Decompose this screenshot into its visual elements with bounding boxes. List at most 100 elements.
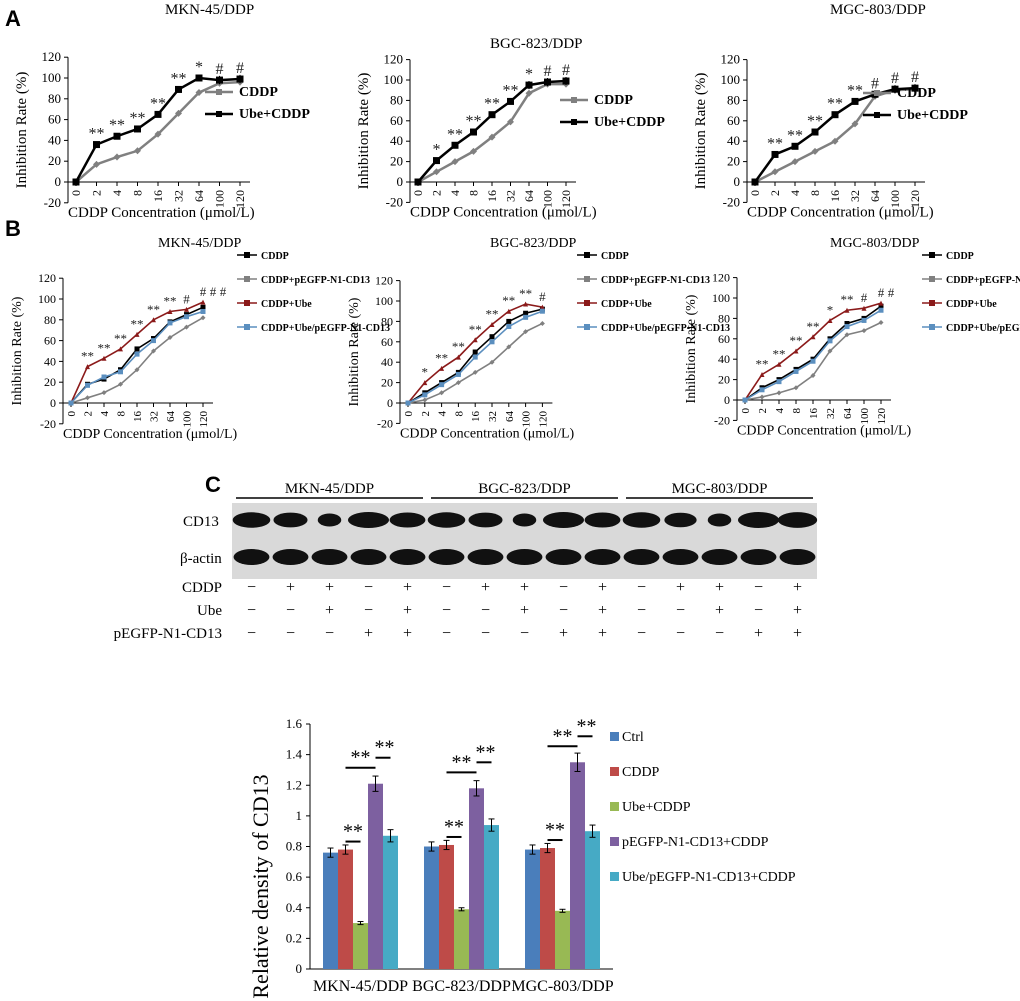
data-point (167, 308, 173, 314)
actin-band (350, 549, 387, 565)
data-point (470, 128, 477, 136)
condition-sign: − (442, 602, 451, 619)
x-tick-label: 8 (131, 190, 145, 196)
legend-marker (929, 252, 935, 258)
data-point (175, 109, 182, 117)
condition-sign: − (559, 602, 568, 619)
data-point (851, 120, 859, 128)
blot-row-label: CD13 (183, 514, 219, 530)
data-point (810, 373, 816, 379)
significance-mark: ** (767, 135, 783, 152)
x-tick-label: 120 (537, 411, 549, 428)
y-tick-label: 0 (50, 396, 56, 410)
data-point (414, 178, 422, 186)
legend-label: CDDP+Ube/pEGFP-N1-CD13 (601, 323, 730, 334)
y-tick-label: 100 (721, 72, 741, 87)
condition-sign: + (364, 625, 373, 642)
bar-legend-swatch (610, 872, 619, 881)
data-point (439, 382, 445, 388)
y-tick-label: 120 (721, 52, 741, 67)
x-tick-label: 4 (99, 411, 111, 417)
data-point (506, 344, 512, 350)
data-point (472, 349, 478, 355)
cd13-band (622, 512, 661, 528)
y-tick-label: 40 (381, 355, 393, 369)
legend-label: CDDP (239, 85, 278, 100)
condition-sign: + (481, 579, 490, 596)
y-tick-label: 120 (712, 271, 730, 285)
significance-mark: ** (773, 346, 786, 361)
data-point (851, 97, 859, 105)
condition-sign: + (598, 579, 607, 596)
data-point (451, 141, 459, 149)
x-tick-label: 2 (83, 411, 95, 417)
significance-mark: # (911, 69, 919, 86)
significance-mark: # (544, 63, 552, 80)
data-point (489, 339, 495, 345)
y-tick-label: 0 (387, 396, 393, 410)
panel-label-b: B (5, 216, 21, 241)
condition-sign: − (559, 579, 568, 596)
x-tick-label: 120 (198, 411, 210, 428)
actin-band (779, 549, 816, 565)
x-tick-label: 64 (522, 190, 536, 202)
data-point (810, 334, 816, 340)
y-tick-label: 60 (718, 332, 730, 346)
cd13-band (317, 513, 342, 527)
condition-sign: − (442, 579, 451, 596)
legend: CDDP Ube+CDDP (863, 86, 968, 123)
actin-band (467, 549, 504, 565)
data-point (523, 314, 529, 320)
legend-marker (929, 324, 935, 330)
x-tick-label: 4 (448, 190, 462, 196)
x-tick-label: 100 (888, 190, 902, 208)
significance-mark: # (220, 284, 227, 299)
data-point (439, 390, 445, 396)
data-point (184, 324, 189, 330)
data-point (844, 321, 850, 326)
data-point (422, 397, 428, 403)
significance-mark: ** (847, 82, 863, 99)
legend-label: CDDP+pEGFP-N1-CD13 (946, 275, 1020, 286)
y-tick-label: 80 (727, 92, 740, 107)
data-point (811, 147, 819, 155)
data-point (154, 130, 162, 138)
significance-mark: ** (109, 117, 125, 134)
y-tick-label: 100 (384, 72, 404, 87)
y-tick-label: 0 (55, 174, 62, 189)
cd13-band (664, 512, 697, 528)
actin-band (584, 549, 621, 565)
sig-mark: ** (351, 747, 371, 769)
actin-band (623, 549, 660, 565)
data-point (488, 133, 496, 141)
legend: CDDP CDDP+pEGFP-N1-CD13 CDDP+Ube CDDP+Ube/p… (577, 251, 730, 334)
y-tick-label: 80 (48, 91, 61, 106)
y-tick-label: 60 (48, 112, 61, 127)
panel-label-c: C (205, 472, 221, 497)
cd13-band (427, 512, 466, 528)
y-tick-label: 60 (727, 113, 740, 128)
y-tick-label: -20 (44, 195, 61, 210)
y-axis-label: Inhibition Rate (%) (684, 294, 699, 403)
x-tick-label: 4 (437, 411, 449, 417)
condition-sign: − (247, 625, 256, 642)
data-point (470, 147, 477, 155)
sig-mark: ** (553, 725, 573, 747)
x-tick-label: 120 (908, 190, 922, 208)
x-axis-label: CDDP Concentration (μmol/L) (400, 426, 575, 441)
x-axis-label: CDDP Concentration (μmol/L) (747, 204, 934, 220)
bar (484, 825, 499, 969)
significance-mark: ** (787, 127, 803, 144)
significance-mark: # (871, 75, 879, 92)
data-point (878, 303, 884, 309)
data-point (506, 308, 512, 314)
significance-mark: # (236, 60, 244, 77)
condition-label: pEGFP-N1-CD13 (114, 626, 222, 642)
bar-legend-swatch (610, 802, 619, 811)
condition-sign: + (598, 625, 607, 642)
data-point (759, 372, 765, 377)
bar-category-label: MGC-803/DDP (511, 978, 613, 995)
data-point (844, 332, 850, 338)
